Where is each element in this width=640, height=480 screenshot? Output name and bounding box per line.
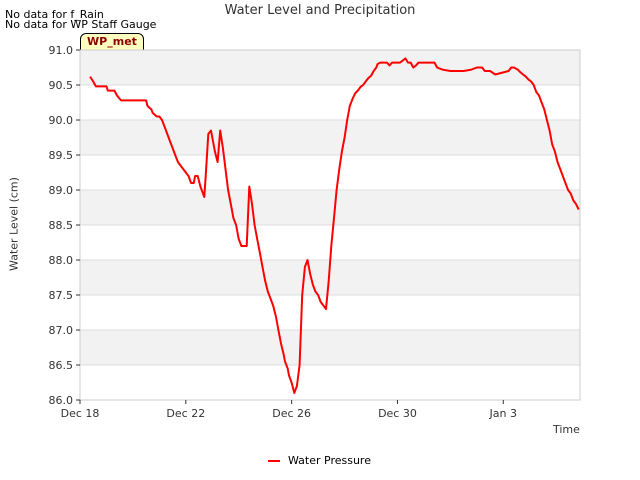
grid-band xyxy=(80,155,580,190)
x-tick-label: Dec 30 xyxy=(378,407,417,420)
grid-band xyxy=(80,190,580,225)
grid-band xyxy=(80,50,580,85)
site-badge: WP_met xyxy=(80,33,144,51)
y-tick-label: 87.0 xyxy=(49,324,74,337)
y-tick-label: 90.5 xyxy=(49,79,74,92)
x-tick-label: Jan 3 xyxy=(489,407,517,420)
no-data-note-rain: No data for f_Rain xyxy=(5,8,104,21)
grid-band xyxy=(80,85,580,120)
y-tick-label: 89.0 xyxy=(49,184,74,197)
x-axis-label: Time xyxy=(553,423,580,436)
legend: Water Pressure xyxy=(268,454,371,467)
y-tick-label: 90.0 xyxy=(49,114,74,127)
y-tick-label: 88.5 xyxy=(49,219,74,232)
x-tick-label: Dec 22 xyxy=(166,407,205,420)
series-line-water-pressure xyxy=(89,57,580,394)
y-tick-label: 86.0 xyxy=(49,394,74,407)
x-tick-label: Dec 18 xyxy=(61,407,100,420)
grid-band xyxy=(80,330,580,365)
legend-swatch-water-pressure xyxy=(268,459,280,462)
y-tick-label: 87.5 xyxy=(49,289,74,302)
grid-band xyxy=(80,365,580,400)
y-tick-label: 89.5 xyxy=(49,149,74,162)
grid-band xyxy=(80,120,580,155)
chart-title: Water Level and Precipitation xyxy=(224,3,416,18)
y-tick-label: 91.0 xyxy=(49,44,74,57)
grid-band xyxy=(80,295,580,330)
legend-label-water-pressure: Water Pressure xyxy=(288,454,371,467)
x-tick-label: Dec 26 xyxy=(272,407,311,420)
y-tick-label: 88.0 xyxy=(49,254,74,267)
y-tick-label: 86.5 xyxy=(49,359,74,372)
no-data-note-staff-gauge: No data for WP Staff Gauge xyxy=(5,18,157,31)
